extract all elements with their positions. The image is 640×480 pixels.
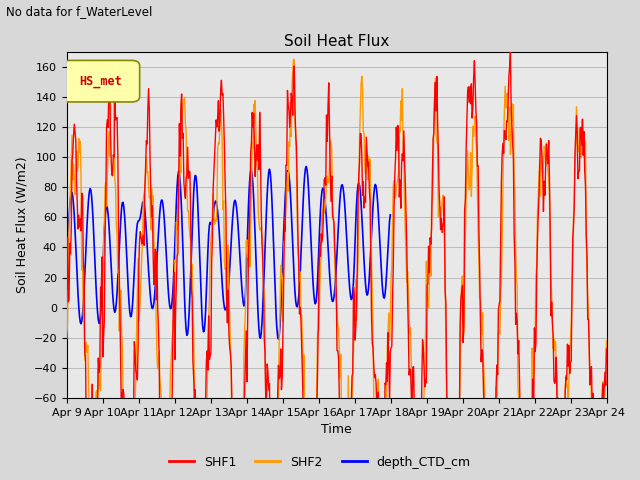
Line: SHF2: SHF2 — [67, 60, 607, 480]
Title: Soil Heat Flux: Soil Heat Flux — [284, 34, 389, 49]
Legend: SHF1, SHF2, depth_CTD_cm: SHF1, SHF2, depth_CTD_cm — [164, 451, 476, 474]
SHF2 — [63, 336, 70, 341]
depth_CTD_cm — [73, 260, 81, 265]
X-axis label: Time: Time — [321, 423, 352, 436]
depth_CTD_cm — [63, 242, 70, 248]
Y-axis label: Soil Heat Flux (W/m2): Soil Heat Flux (W/m2) — [15, 156, 28, 293]
SHF1 — [183, 172, 191, 178]
SHF2 — [603, 338, 611, 344]
depth_CTD_cm — [212, 198, 220, 204]
SHF2 — [290, 57, 298, 62]
depth_CTD_cm — [128, 307, 136, 313]
SHF1 — [212, 135, 220, 141]
Line: SHF1: SHF1 — [67, 52, 607, 480]
Text: HS_met: HS_met — [79, 75, 122, 88]
SHF2 — [183, 176, 191, 181]
SHF1 — [507, 49, 515, 55]
Text: No data for f_WaterLevel: No data for f_WaterLevel — [6, 5, 153, 18]
depth_CTD_cm — [183, 333, 191, 338]
SHF2 — [419, 432, 426, 438]
SHF1 — [73, 178, 81, 184]
SHF1 — [402, 211, 410, 216]
SHF2 — [73, 148, 81, 154]
Line: depth_CTD_cm: depth_CTD_cm — [67, 167, 390, 339]
SHF2 — [128, 457, 136, 463]
FancyBboxPatch shape — [61, 60, 140, 102]
SHF1 — [603, 346, 611, 352]
SHF1 — [418, 377, 426, 383]
SHF2 — [403, 279, 411, 285]
SHF2 — [212, 217, 220, 223]
SHF1 — [63, 286, 70, 291]
